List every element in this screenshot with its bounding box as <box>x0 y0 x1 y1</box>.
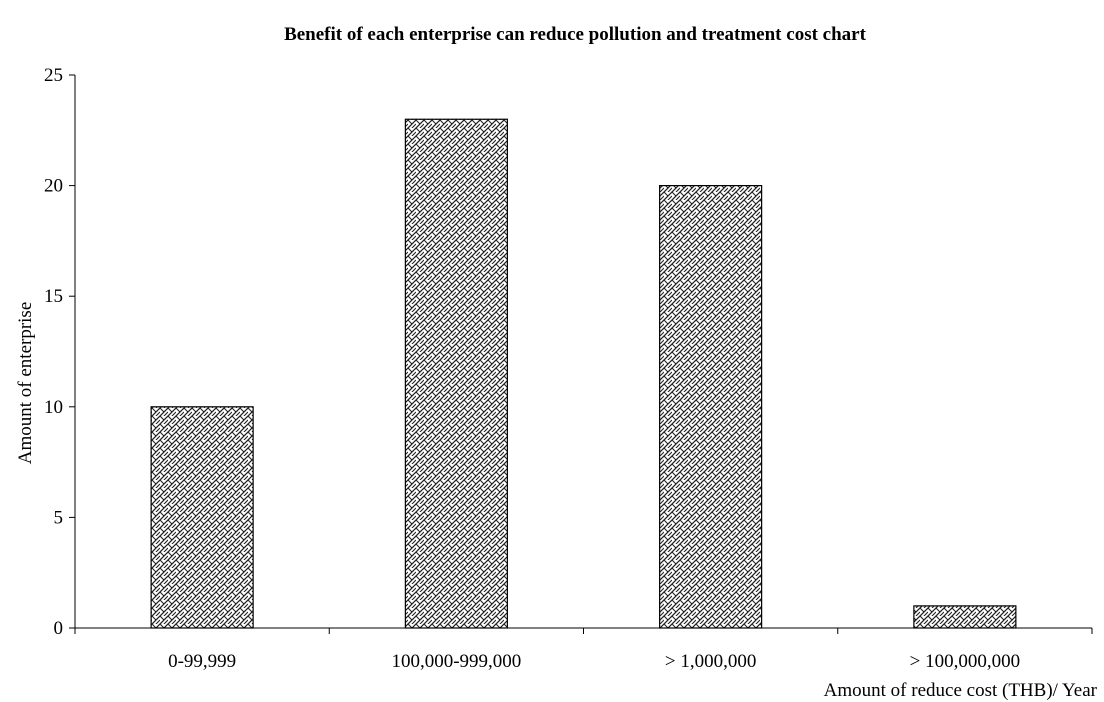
bar <box>150 406 254 629</box>
x-tick-label: 100,000-999,000 <box>391 651 521 672</box>
bar <box>404 118 508 629</box>
x-tick-label: 0-99,999 <box>168 651 236 672</box>
x-axis-label: Amount of reduce cost (THB)/ Year <box>824 680 1098 701</box>
y-axis-label: Amount of enterprise <box>15 302 36 465</box>
y-tick-label: 10 <box>44 397 63 418</box>
y-tick-label: 0 <box>54 618 64 639</box>
y-tick-label: 25 <box>44 65 63 86</box>
bar <box>913 605 1017 629</box>
x-tick-label: > 1,000,000 <box>665 651 756 672</box>
y-tick-label: 20 <box>44 176 63 197</box>
y-tick-label: 5 <box>54 507 64 528</box>
bar <box>659 185 763 629</box>
plot-area: 0 5 10 15 20 25 0-99,999 100,000-999,000 > 1,000… <box>44 65 1093 672</box>
chart-title: Benefit of each enterprise can reduce po… <box>284 24 867 45</box>
x-tick-label: > 100,000,000 <box>910 651 1020 672</box>
y-tick-label: 15 <box>44 286 63 307</box>
